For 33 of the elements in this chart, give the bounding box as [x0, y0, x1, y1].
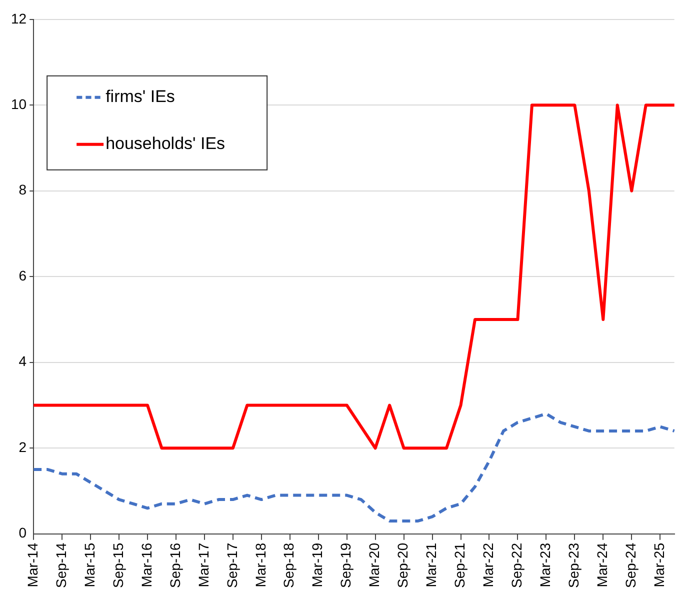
x-tick-label: Mar-17 [195, 542, 212, 588]
line-series [32, 412, 676, 522]
y-tick-label: 4 [18, 353, 27, 370]
y-tick-label: 0 [18, 524, 27, 541]
x-tick-label: Sep-22 [508, 542, 525, 588]
y-tick-label: 10 [10, 96, 27, 112]
x-tick-label: Mar-20 [366, 542, 382, 588]
x-tick-label: Sep-20 [394, 542, 411, 588]
x-tick-label: Sep-23 [566, 542, 582, 588]
x-tick-label: Sep-19 [338, 542, 354, 588]
x-tick-label: Mar-25 [650, 542, 667, 588]
x-tick-label: Mar-18 [252, 542, 268, 588]
x-tick-label: Mar-23 [537, 542, 554, 588]
x-tick-label: Sep-14 [52, 542, 69, 588]
x-tick-label: Sep-18 [280, 542, 297, 588]
x-tick-label: Mar-19 [309, 542, 326, 588]
x-tick-label: Mar-22 [480, 542, 496, 588]
y-tick-label: 6 [18, 267, 27, 284]
x-tick-label: Sep-21 [452, 542, 468, 588]
x-tick-label: Mar-16 [138, 542, 154, 588]
legend-label: firms' IEs [106, 87, 175, 106]
x-tick-label: Mar-14 [24, 542, 40, 588]
y-tick-label: 2 [18, 438, 27, 455]
legend-label: households' IEs [106, 134, 226, 154]
x-tick-label: Sep-24 [622, 542, 638, 588]
x-tick-label: Mar-24 [594, 542, 610, 588]
x-tick-label: Mar-21 [423, 542, 440, 588]
x-tick-label: Sep-15 [110, 542, 126, 588]
x-tick-label: Mar-15 [81, 542, 98, 588]
x-tick-label: Sep-16 [166, 542, 183, 588]
y-tick-label: 8 [18, 182, 27, 198]
x-tick-label: Sep-17 [224, 542, 240, 588]
y-tick-label: 12 [10, 10, 27, 26]
